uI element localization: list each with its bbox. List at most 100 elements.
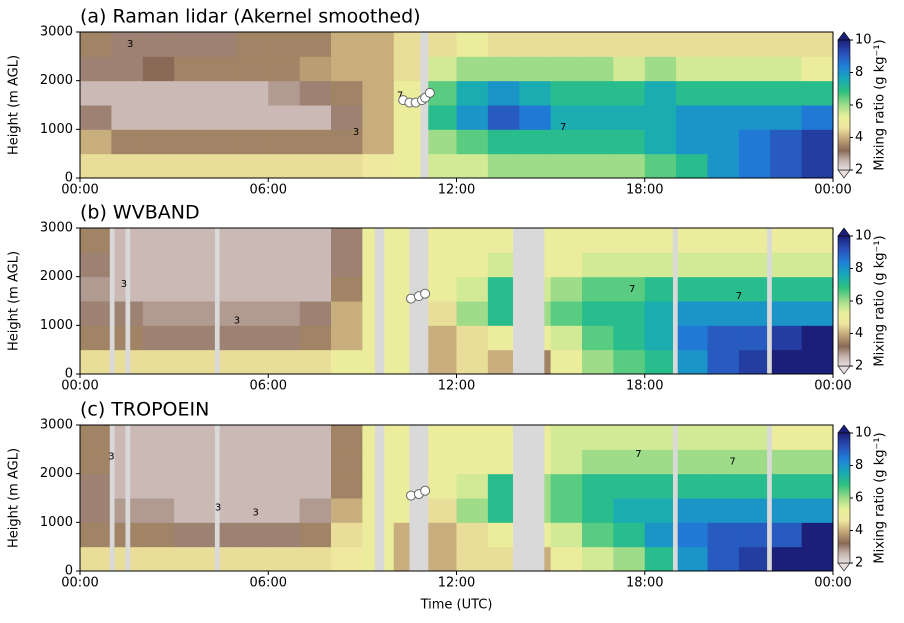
heatmap-cell <box>299 276 332 302</box>
colorbar <box>837 39 851 171</box>
data-gap <box>374 425 385 571</box>
x-tick-label: 18:00 <box>626 379 663 394</box>
heatmap-cell <box>644 129 677 155</box>
heatmap-cell <box>613 522 646 548</box>
data-gap <box>767 228 772 374</box>
colorbar-tick-label: 10 <box>855 229 872 244</box>
heatmap-cell <box>738 473 771 499</box>
heatmap-cell <box>236 228 269 253</box>
heatmap-cell <box>80 129 112 155</box>
heatmap-cell <box>236 129 269 155</box>
heatmap-cell <box>801 473 834 499</box>
heatmap-cell <box>487 129 520 155</box>
heatmap-cell <box>707 301 740 326</box>
heatmap-cell <box>236 449 269 475</box>
heatmap-cell <box>80 301 112 326</box>
heatmap-cell <box>268 105 301 130</box>
contour-label: 3 <box>215 503 221 514</box>
heatmap-cell <box>236 546 269 572</box>
heatmap-cell <box>613 276 646 302</box>
heatmap-cell <box>142 349 175 375</box>
heatmap-cell <box>676 32 708 57</box>
heatmap-cell <box>331 252 363 278</box>
heatmap-cell <box>236 105 269 130</box>
heatmap-cell <box>425 546 457 572</box>
contour-label: 3 <box>121 279 127 290</box>
heatmap-cell <box>205 325 238 351</box>
heatmap-cell <box>236 80 269 106</box>
heatmap-cell <box>582 129 614 155</box>
x-tick-label: 12:00 <box>438 183 475 198</box>
heatmap-cell <box>80 80 112 106</box>
heatmap-cell <box>205 473 238 499</box>
heatmap-cell <box>205 425 238 450</box>
heatmap-cell <box>613 425 646 450</box>
panel-title: (c) TROPOEIN <box>80 399 209 421</box>
heatmap-cell <box>268 449 301 475</box>
heatmap-cell <box>644 105 677 130</box>
colorbar-label: Mixing ratio (g kg⁻¹) <box>873 432 888 563</box>
panel: 3 3 7 7 0 1000 2000 3000 00:00 06:00 12:00 18:00 00:… <box>7 202 888 394</box>
heatmap-cell <box>393 153 426 179</box>
heatmap-cell <box>205 301 238 326</box>
heatmap-cell <box>425 325 457 351</box>
heatmap-cell <box>770 498 803 523</box>
heatmap-cell <box>80 449 112 475</box>
heatmap-cell <box>550 349 583 375</box>
heatmap-cell <box>268 325 301 351</box>
heatmap-cell <box>142 325 175 351</box>
heatmap-cell <box>707 498 740 523</box>
heatmap-cell <box>299 301 332 326</box>
heatmap-cell <box>801 32 834 57</box>
heatmap-cell <box>456 80 489 106</box>
heatmap-cell <box>707 449 740 475</box>
heatmap-cell <box>331 498 363 523</box>
colorbar-extend <box>837 227 851 237</box>
heatmap-cell <box>550 425 583 450</box>
y-tick-label: 0 <box>65 171 73 186</box>
heatmap-cell <box>644 546 677 572</box>
heatmap-cell <box>80 498 112 523</box>
heatmap-cell <box>613 32 646 57</box>
heatmap-cell <box>770 56 803 82</box>
heatmap-cell <box>425 252 457 278</box>
heatmap-cell <box>331 473 363 499</box>
x-tick-label: 00:00 <box>814 576 851 591</box>
colorbar-extend <box>837 365 851 375</box>
data-gap <box>125 228 131 374</box>
heatmap-cell <box>519 153 552 179</box>
heatmap-cell <box>770 228 803 253</box>
heatmap-cell <box>644 349 677 375</box>
heatmap-cell <box>393 56 426 82</box>
y-tick-label: 2000 <box>40 73 73 88</box>
colorbar-label: Mixing ratio (g kg⁻¹) <box>873 235 888 366</box>
heatmap-cell <box>174 473 206 499</box>
heatmap-cell <box>236 473 269 499</box>
heatmap-cell <box>425 449 457 475</box>
heatmap-cell <box>80 276 112 302</box>
heatmap-cell <box>331 32 363 57</box>
heatmap-cell <box>582 80 614 106</box>
heatmap-cell <box>676 252 708 278</box>
heatmap-cell <box>331 153 363 179</box>
heatmap-cell <box>550 252 583 278</box>
heatmap-cell <box>770 252 803 278</box>
heatmap-cell <box>676 449 708 475</box>
heatmap-cell <box>456 32 489 57</box>
y-tick-label: 1000 <box>40 122 73 137</box>
heatmap-cell <box>299 228 332 253</box>
colorbar-tick-label: 8 <box>855 458 863 473</box>
heatmap-cell <box>268 301 301 326</box>
heatmap-cell <box>644 449 677 475</box>
heatmap-cell <box>613 349 646 375</box>
y-tick-label: 3000 <box>40 221 73 236</box>
heatmap-cell <box>142 252 175 278</box>
contour-label: 3 <box>253 508 259 519</box>
heatmap-cell <box>644 473 677 499</box>
heatmap-cell <box>487 56 520 82</box>
heatmap-cell <box>205 349 238 375</box>
heatmap-cell <box>456 546 489 572</box>
heatmap-cell <box>174 56 206 82</box>
heatmap-cell <box>613 449 646 475</box>
heatmap-cell <box>644 301 677 326</box>
